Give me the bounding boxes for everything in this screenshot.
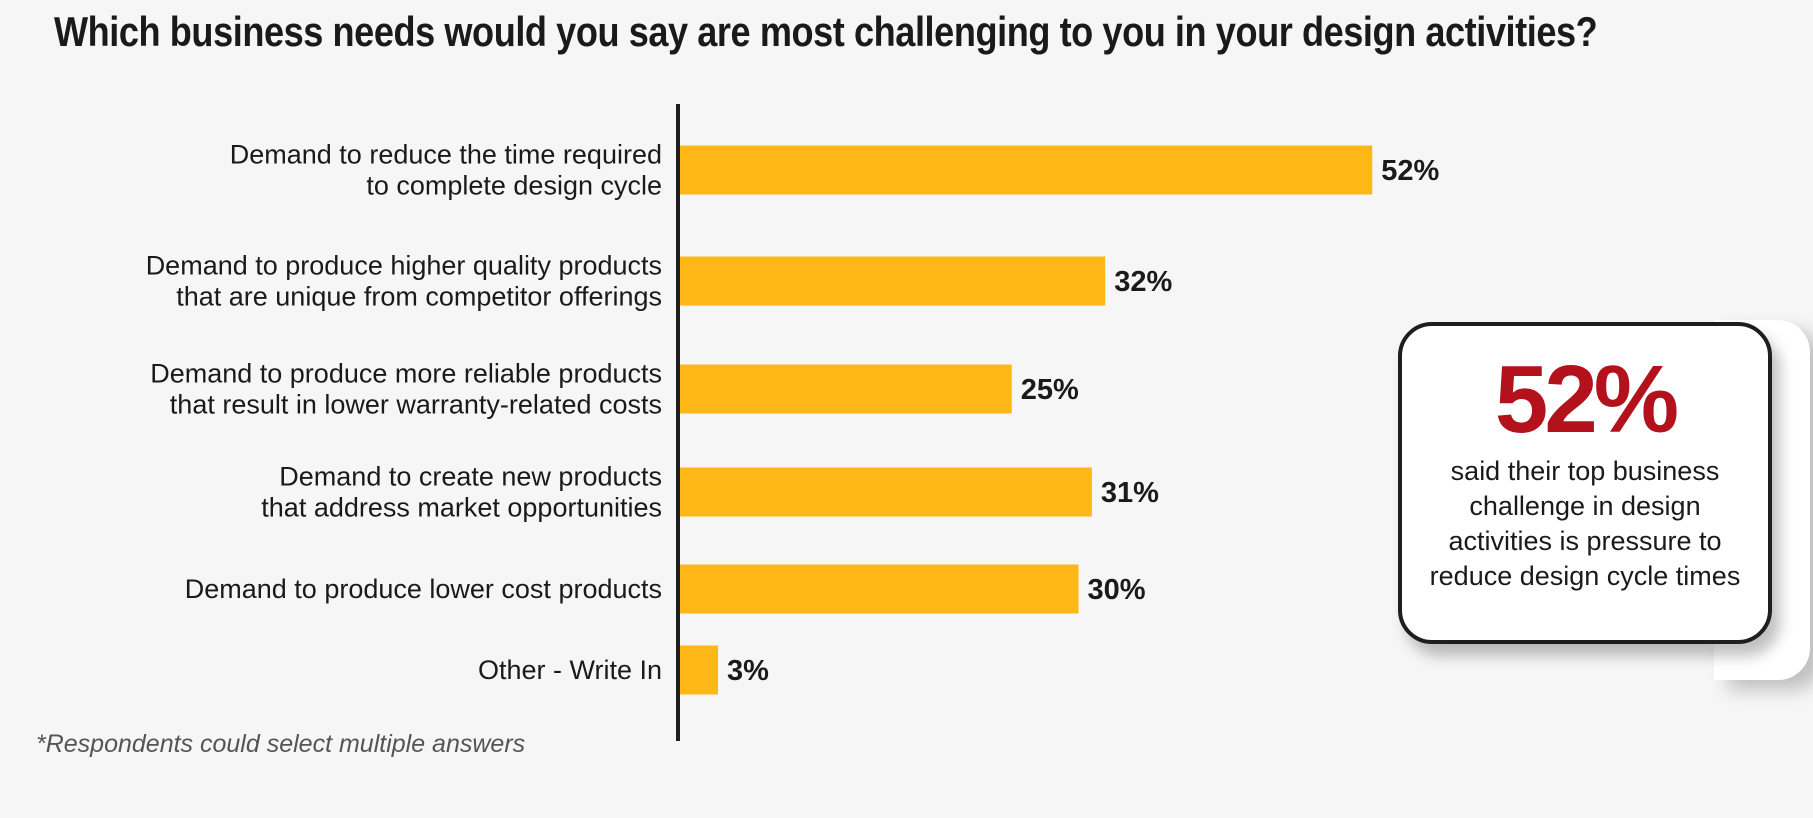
bar <box>678 256 1106 306</box>
category-label: Demand to produce higher quality product… <box>146 251 662 312</box>
category-label-line: that result in lower warranty-related co… <box>170 390 662 420</box>
category-label: Demand to produce lower cost products <box>185 574 662 604</box>
callout-text: said their top business challenge in des… <box>1429 456 1741 591</box>
bar <box>678 364 1012 414</box>
category-label-line: to complete design cycle <box>366 171 662 201</box>
bar <box>678 564 1079 614</box>
value-label: 52% <box>1381 155 1439 187</box>
category-label-line: that are unique from competitor offering… <box>176 282 662 312</box>
category-label: Demand to reduce the time required to com… <box>230 140 662 201</box>
footnote: *Respondents could select multiple answe… <box>36 730 526 758</box>
bar <box>678 645 719 695</box>
chart-title: Which business needs would you say are m… <box>54 8 1598 55</box>
callout-value: 52% <box>1494 346 1679 453</box>
category-label-line: Demand to produce higher quality product… <box>146 251 662 281</box>
category-label-line: Demand to produce lower cost products <box>185 574 662 604</box>
category-label: Other - Write In <box>478 655 662 685</box>
category-label-line: that address market opportunities <box>261 493 662 523</box>
category-label-line: Other - Write In <box>478 655 662 685</box>
value-label: 3% <box>727 655 769 687</box>
value-label: 32% <box>1114 266 1172 298</box>
category-label-line: Demand to create new products <box>279 462 662 492</box>
callout-box: 52% said their top business challenge in… <box>1398 322 1772 644</box>
category-label: Demand to produce more reliable products… <box>150 359 662 420</box>
value-label: 30% <box>1088 574 1146 606</box>
category-label: Demand to create new products that addres… <box>261 462 662 523</box>
bar <box>678 467 1092 517</box>
value-label: 25% <box>1021 374 1079 406</box>
bar <box>678 145 1373 195</box>
category-label-line: Demand to produce more reliable products <box>150 359 662 389</box>
value-label: 31% <box>1101 477 1159 509</box>
category-label-line: Demand to reduce the time required <box>230 140 662 170</box>
